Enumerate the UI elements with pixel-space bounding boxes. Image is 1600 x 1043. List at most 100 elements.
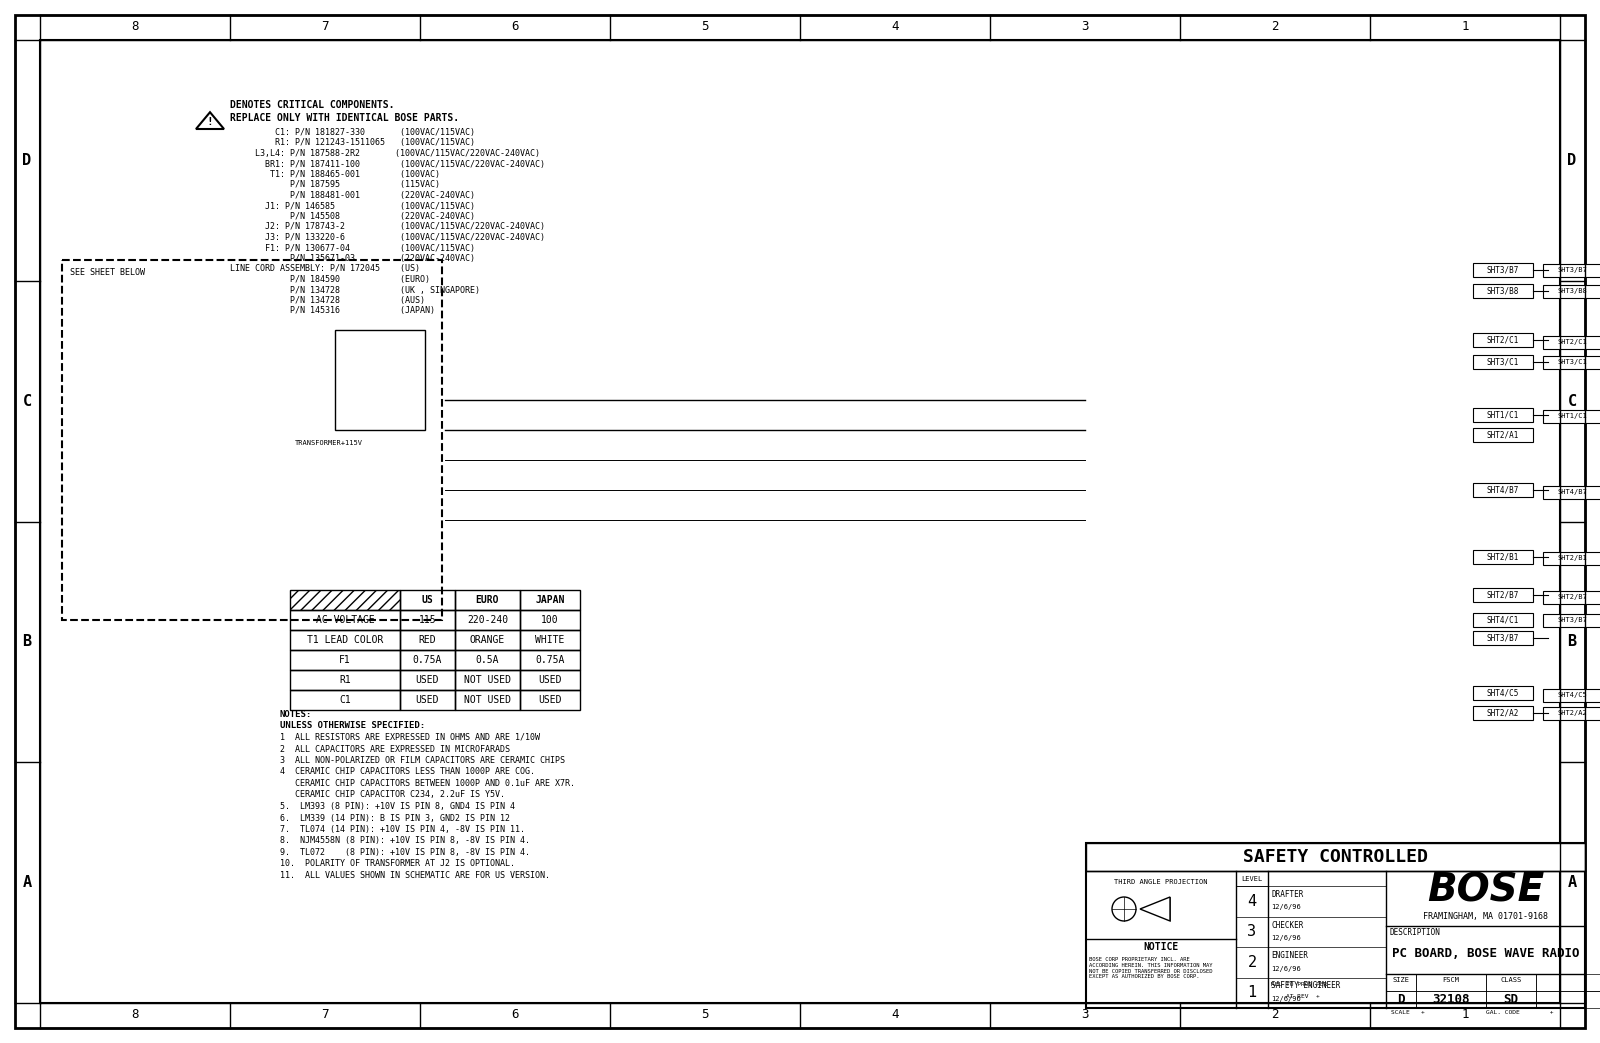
Text: B: B: [22, 634, 32, 650]
Bar: [1086, 843, 1586, 871]
Bar: [454, 610, 520, 630]
Bar: [520, 630, 579, 650]
Text: 0.75A: 0.75A: [413, 655, 442, 665]
Bar: [520, 610, 579, 630]
Text: REPLACE ONLY WITH IDENTICAL BOSE PARTS.: REPLACE ONLY WITH IDENTICAL BOSE PARTS.: [230, 113, 459, 123]
Bar: [400, 690, 454, 710]
Text: AT REV  +: AT REV +: [1270, 994, 1320, 998]
Bar: [290, 670, 400, 690]
Text: 6.  LM339 (14 PIN): B IS PIN 3, GND2 IS PIN 12: 6. LM339 (14 PIN): B IS PIN 3, GND2 IS P…: [280, 814, 510, 823]
Bar: [1474, 483, 1533, 498]
Text: USED: USED: [416, 675, 440, 685]
Text: 8: 8: [131, 21, 139, 33]
Bar: [1542, 410, 1600, 422]
Text: 4  CERAMIC CHIP CAPACITORS LESS THAN 1000P ARE COG.: 4 CERAMIC CHIP CAPACITORS LESS THAN 1000…: [280, 768, 534, 776]
Bar: [520, 690, 579, 710]
Text: EURO: EURO: [475, 595, 499, 605]
Bar: [520, 650, 579, 670]
Text: ORANGE: ORANGE: [470, 635, 506, 645]
Bar: [290, 590, 400, 610]
Bar: [1542, 590, 1600, 604]
Text: 2: 2: [1272, 1009, 1278, 1021]
Bar: [1542, 485, 1600, 499]
Bar: [1474, 550, 1533, 564]
Text: USED: USED: [538, 675, 562, 685]
Text: 100: 100: [541, 615, 558, 625]
Text: A: A: [1568, 875, 1576, 890]
Text: BR1: P/N 187411-100        (100VAC/115VAC/220VAC-240VAC): BR1: P/N 187411-100 (100VAC/115VAC/220VA…: [230, 160, 546, 169]
Text: F1: P/N 130677-04          (100VAC/115VAC): F1: P/N 130677-04 (100VAC/115VAC): [230, 243, 475, 252]
Text: ENGINEER: ENGINEER: [1270, 951, 1309, 960]
Text: 12/6/96: 12/6/96: [1270, 996, 1301, 1002]
Text: SHT3/B8: SHT3/B8: [1486, 287, 1518, 295]
Bar: [454, 630, 520, 650]
Bar: [1536, 991, 1600, 1008]
Text: 220-240: 220-240: [467, 615, 509, 625]
Bar: [520, 670, 579, 690]
Text: R1: P/N 121243-1511065   (100VAC/115VAC): R1: P/N 121243-1511065 (100VAC/115VAC): [230, 139, 475, 147]
Bar: [290, 630, 400, 650]
Bar: [1474, 355, 1533, 369]
Text: USED: USED: [538, 695, 562, 705]
Text: US: US: [422, 595, 434, 605]
Text: 3: 3: [1248, 924, 1256, 940]
Text: LEVEL: LEVEL: [1242, 876, 1262, 882]
Bar: [400, 610, 454, 630]
Bar: [1416, 991, 1486, 1008]
Bar: [1542, 688, 1600, 702]
Bar: [520, 590, 579, 610]
Text: C: C: [1568, 393, 1576, 409]
Bar: [400, 650, 454, 670]
Text: GAL. CODE        +: GAL. CODE +: [1486, 1010, 1554, 1015]
Text: CLASS: CLASS: [1501, 976, 1522, 983]
Bar: [454, 670, 520, 690]
Text: 5: 5: [701, 1009, 709, 1021]
Text: SHT3/B7: SHT3/B7: [1557, 617, 1587, 623]
Text: DENOTES CRITICAL COMPONENTS.: DENOTES CRITICAL COMPONENTS.: [230, 100, 395, 110]
Bar: [1542, 552, 1600, 564]
Bar: [1474, 284, 1533, 298]
Text: 3  ALL NON-POLARIZED OR FILM CAPACITORS ARE CERAMIC CHIPS: 3 ALL NON-POLARIZED OR FILM CAPACITORS A…: [280, 756, 565, 765]
Text: SHT2/B1: SHT2/B1: [1486, 553, 1518, 561]
Text: 5.  LM393 (8 PIN): +10V IS PIN 8, GND4 IS PIN 4: 5. LM393 (8 PIN): +10V IS PIN 8, GND4 IS…: [280, 802, 515, 811]
Text: P/N 134728            (AUS): P/N 134728 (AUS): [230, 296, 426, 305]
Text: 7.  TL074 (14 PIN): +10V IS PIN 4, -8V IS PIN 11.: 7. TL074 (14 PIN): +10V IS PIN 4, -8V IS…: [280, 825, 525, 834]
Bar: [1542, 264, 1600, 276]
Text: NOTES:: NOTES:: [280, 710, 312, 719]
Text: SHT4/B7: SHT4/B7: [1557, 489, 1587, 495]
Bar: [1474, 613, 1533, 627]
Text: J1: P/N 146585             (100VAC/115VAC): J1: P/N 146585 (100VAC/115VAC): [230, 201, 475, 211]
Text: SCALE   +: SCALE +: [1390, 1010, 1424, 1015]
Text: P/N 184590            (EURO): P/N 184590 (EURO): [230, 275, 430, 284]
Text: T1 LEAD COLOR: T1 LEAD COLOR: [307, 635, 382, 645]
Bar: [1386, 991, 1416, 1008]
Text: AC VOLTAGE: AC VOLTAGE: [315, 615, 374, 625]
Text: F1: F1: [339, 655, 350, 665]
Bar: [400, 590, 454, 610]
Text: SHT4/B7: SHT4/B7: [1486, 485, 1518, 494]
Text: 4: 4: [891, 1009, 899, 1021]
Bar: [1086, 843, 1586, 1008]
Text: SHT2/A1: SHT2/A1: [1486, 431, 1518, 439]
Text: SHT2/B7: SHT2/B7: [1486, 590, 1518, 600]
Text: R1: R1: [339, 675, 350, 685]
Text: TRANSFORMER+115V: TRANSFORMER+115V: [294, 440, 363, 446]
Bar: [1542, 356, 1600, 368]
Bar: [454, 690, 520, 710]
Text: SHT1/C1: SHT1/C1: [1486, 411, 1518, 419]
Text: RED: RED: [419, 635, 437, 645]
Text: SAFETY CONTROLLED: SAFETY CONTROLLED: [1243, 848, 1427, 866]
Bar: [1416, 974, 1486, 991]
Text: P/N 188481-001        (220VAC-240VAC): P/N 188481-001 (220VAC-240VAC): [230, 191, 475, 200]
Text: SHT2/A2: SHT2/A2: [1557, 710, 1587, 715]
Bar: [400, 670, 454, 690]
Text: D: D: [22, 153, 32, 168]
Text: !: !: [206, 117, 213, 127]
Text: SHT3/B8: SHT3/B8: [1557, 288, 1587, 294]
Text: CERAMIC CHIP CAPACITORS BETWEEN 1000P AND 0.1uF ARE X7R.: CERAMIC CHIP CAPACITORS BETWEEN 1000P AN…: [280, 779, 574, 789]
Text: 12/6/96: 12/6/96: [1270, 904, 1301, 911]
Text: 12/6/96: 12/6/96: [1270, 935, 1301, 941]
Text: 4: 4: [1248, 894, 1256, 908]
Text: J3: P/N 133220-6           (100VAC/115VAC/220VAC-240VAC): J3: P/N 133220-6 (100VAC/115VAC/220VAC-2…: [230, 233, 546, 242]
Bar: [1386, 974, 1416, 991]
